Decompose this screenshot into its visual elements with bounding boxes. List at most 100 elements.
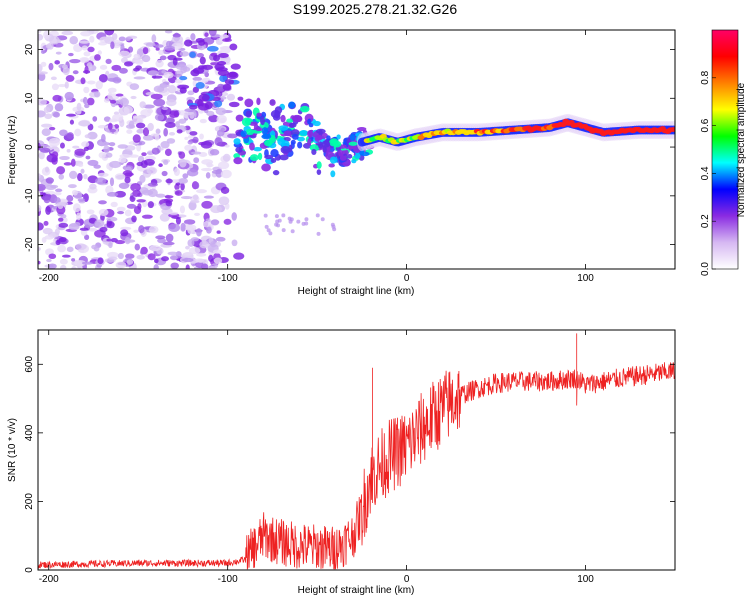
spectrogram-noise-blob xyxy=(136,122,146,129)
spectrogram-transition-blob xyxy=(270,110,281,118)
spectrogram-noise-blob xyxy=(115,261,127,269)
spectrogram-transition-blob xyxy=(321,140,331,148)
spectrogram-cluster-blob xyxy=(189,104,198,110)
spectrogram-noise-blob xyxy=(147,122,154,132)
spectrogram-cluster-blob xyxy=(230,63,241,70)
spectrogram-noise-blob xyxy=(192,76,203,81)
spectrogram-noise-blob xyxy=(153,264,159,269)
spectrogram-noise-blob xyxy=(47,42,54,50)
spectrogram-noise-blob xyxy=(117,211,125,215)
spectrogram-noise-blob xyxy=(208,114,219,123)
spectrogram-noise-blob xyxy=(194,212,201,217)
spectrogram-noise-blob xyxy=(217,161,230,170)
spectrogram-transition-blob xyxy=(283,130,293,137)
spectrogram-cluster-blob xyxy=(198,103,210,111)
spectrogram-cluster-blob xyxy=(179,75,188,81)
spectrogram-noise-blob xyxy=(97,257,104,265)
spectrogram-noise-blob xyxy=(222,38,232,43)
spectrogram-noise-blob xyxy=(72,203,81,213)
spectrogram-noise-blob xyxy=(69,58,81,64)
spectrogram-noise-blob xyxy=(179,158,187,168)
spectrogram-transition-blob xyxy=(280,145,291,154)
spectrogram-noise-blob xyxy=(167,85,177,94)
spectrogram-outlier-blob xyxy=(287,216,292,221)
spectrogram-noise-blob xyxy=(161,170,168,177)
spectrogram-transition-blob xyxy=(290,139,296,145)
spectrogram-transition-blob xyxy=(288,101,296,109)
spectrogram-transition-blob xyxy=(316,161,322,169)
spectrogram-noise-blob xyxy=(108,142,116,147)
spectrogram-noise-blob xyxy=(94,219,105,227)
spectrogram-noise-blob xyxy=(214,137,223,146)
spectrogram-transition-blob xyxy=(256,112,262,117)
spectrogram-noise-blob xyxy=(196,53,205,58)
spectrogram-noise-blob xyxy=(65,113,77,117)
spectrogram-noise-blob xyxy=(38,30,42,33)
spectrogram-noise-blob xyxy=(145,42,156,47)
spectrogram-noise-blob xyxy=(192,194,199,201)
spectrogram-noise-blob xyxy=(38,173,42,179)
spectrogram-noise-blob xyxy=(133,53,141,59)
spectrogram-noise-blob xyxy=(178,151,186,159)
spectrogram-outlier-blob xyxy=(264,224,269,229)
spectrogram-noise-blob xyxy=(185,245,190,250)
spectrogram-noise-blob xyxy=(183,219,196,225)
spectrogram-noise-blob xyxy=(159,55,167,61)
spectrogram-noise-blob xyxy=(220,186,230,194)
spectrogram-noise-blob xyxy=(86,209,95,215)
spectrogram-noise-blob xyxy=(211,169,224,174)
spectrogram-noise-blob xyxy=(83,86,90,94)
spectrogram-noise-blob xyxy=(109,99,117,104)
spectrogram-transition-blob xyxy=(277,137,286,146)
spectrogram-outlier-blob xyxy=(281,228,286,233)
spectrogram-noise-blob xyxy=(155,128,161,135)
spectrogram-noise-blob xyxy=(215,236,226,242)
spectrogram-xlabel: Height of straight line (km) xyxy=(298,286,415,297)
spectrogram-noise-blob xyxy=(98,200,107,205)
spectrogram-outlier-blob xyxy=(281,213,286,218)
spectrogram-noise-blob xyxy=(130,182,141,192)
spectrogram-noise-blob xyxy=(142,127,150,137)
spectrogram-noise-blob xyxy=(95,80,103,90)
spectrogram-transition-blob xyxy=(307,129,314,138)
spectrogram-outlier-blob xyxy=(274,214,279,219)
spectrogram-x-tick-label: 0 xyxy=(404,273,410,284)
spectrogram-noise-blob xyxy=(38,98,47,106)
spectrogram-noise-blob xyxy=(219,34,229,39)
spectrogram-noise-blob xyxy=(68,52,74,57)
spectrogram-transition-blob xyxy=(336,134,341,140)
spectrogram-noise-blob xyxy=(126,259,134,265)
spectrogram-noise-blob xyxy=(57,204,64,210)
colorbar: 0.0 0.2 0.4 0.6 0.8 Normalized spectral ampl… xyxy=(700,29,747,276)
spectrogram-noise-blob xyxy=(74,128,82,137)
spectrogram-transition-blob xyxy=(349,134,356,141)
spectrogram-noise-blob xyxy=(141,54,151,63)
spectrogram-noise-blob xyxy=(164,148,172,157)
spectrogram-noise-blob xyxy=(154,258,159,264)
spectrogram-noise-blob xyxy=(104,30,115,36)
snr-x-tick-label: -200 xyxy=(39,574,59,585)
spectrogram-cluster-blob xyxy=(177,84,190,90)
spectrogram-noise-blob xyxy=(56,166,66,175)
spectrogram-noise-blob xyxy=(233,252,245,260)
spectrogram-transition-blob xyxy=(280,114,286,123)
spectrogram-transition-blob xyxy=(261,133,272,140)
spectrogram-noise-blob xyxy=(44,113,53,120)
spectrogram-noise-blob xyxy=(166,138,176,144)
spectrogram-noise-blob xyxy=(165,178,173,184)
spectrogram-noise-blob xyxy=(175,121,180,128)
spectrogram-noise-blob xyxy=(84,103,90,109)
spectrogram-noise-blob xyxy=(44,235,54,240)
spectrogram-noise-blob xyxy=(227,133,238,139)
spectrogram-noise-blob xyxy=(51,151,59,159)
spectrogram-cluster-blob xyxy=(222,83,232,91)
spectrogram-noise-blob xyxy=(114,239,126,245)
spectrogram-noise-blob xyxy=(148,225,159,234)
spectrogram-transition-blob xyxy=(330,139,337,144)
spectrogram-transition-blob xyxy=(261,127,269,136)
spectrogram-noise-blob xyxy=(220,46,231,54)
colorbar-gradient xyxy=(711,29,739,270)
spectrogram-transition-blob xyxy=(286,118,294,123)
spectrogram-noise-blob xyxy=(161,256,169,262)
